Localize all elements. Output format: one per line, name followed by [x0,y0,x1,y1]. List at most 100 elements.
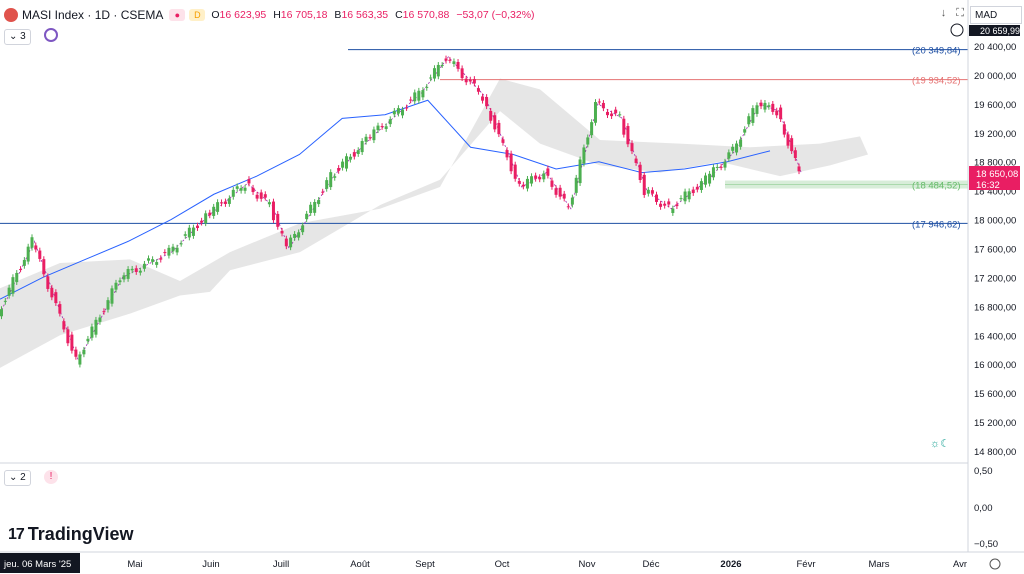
last-price-badge [969,166,1020,190]
symbol-title[interactable]: MASI Index · 1D · CSEMA [22,8,164,22]
candle-body [485,97,489,107]
price-tick-label: 20 000,00 [974,71,1016,82]
candle-body [126,269,130,279]
candle-body [348,156,352,160]
add-price-icon [950,23,964,37]
time-tick-label: Sept [415,559,435,570]
candle-body [731,146,735,151]
alert-icon[interactable]: ! [44,470,58,484]
candle-body [586,137,590,145]
candle-body [259,192,263,199]
candle-body [98,317,102,322]
currency-selector[interactable]: MAD [970,6,1022,24]
candle-body [590,122,594,136]
candle-body [409,99,413,101]
candle-body [501,139,505,143]
candle-body [578,159,582,184]
candle-body [384,126,388,129]
candle-body [659,203,663,207]
candle-body [3,300,7,302]
candle-body [691,189,695,194]
chart-legend: MASI Index · 1D · CSEMA ● D O16 623,95 H… [4,6,535,24]
sub-indicators-toggle[interactable]: ⌄ 2 [4,470,31,486]
candle-body [276,213,280,227]
candle-body [86,338,90,342]
level-label: (17 946,62) [912,219,961,230]
price-tick-label: 18 800,00 [974,158,1016,169]
candle-body [695,186,699,190]
candle-body [0,309,3,317]
candle-body [106,300,110,310]
candle-body [380,126,384,128]
candle-body [497,122,501,135]
level-zone [725,180,968,189]
candle-body [82,349,86,355]
candle-body [723,161,727,168]
price-tick-label: 19 200,00 [974,129,1016,140]
fullscreen-icon[interactable]: ⛶ [956,7,964,19]
level-label: (18 484,52) [912,181,961,192]
candle-body [793,150,797,158]
candle-body [191,227,195,236]
candle-body [212,206,216,216]
candle-body [42,259,46,275]
price-tick-label: 19 600,00 [974,100,1016,111]
price-tick-label: 18 400,00 [974,187,1016,198]
candle-body [289,237,293,248]
candle-body [517,180,521,184]
candle-body [376,125,380,131]
market-status-icon[interactable]: ● [169,9,186,21]
level-label: (19 934,52) [912,76,961,87]
candle-body [360,141,364,153]
candle-body [582,147,586,164]
candle-body [179,243,183,245]
candle-body [329,172,333,188]
candle-body [187,227,191,238]
candle-body [771,103,775,112]
weather-icon: ☼☾ [930,438,950,450]
candle-body [530,176,534,184]
level-label: (20 349,84) [912,46,961,57]
delay-icon[interactable]: D [189,9,206,21]
candle-body [364,136,368,142]
candle-body [663,203,667,206]
candle-body [675,204,679,207]
sub-pane-tick-label: −0,50 [974,539,998,550]
candle-body [280,230,284,234]
candle-body [574,177,578,193]
candle-body [763,102,767,110]
settings-icon[interactable] [989,558,1001,570]
main-indicators-toggle[interactable]: ⌄ 3 [4,29,31,45]
time-tick-label: Oct [495,559,510,570]
candle-body [171,246,175,252]
candle-body [341,161,345,168]
candle-body [392,110,396,115]
sync-icon[interactable] [44,28,58,42]
candle-body [70,334,74,351]
price-tick-label: 16 400,00 [974,331,1016,342]
price-tick-label: 17 200,00 [974,273,1016,284]
candle-body [456,61,460,69]
candle-body [102,311,106,313]
candle-body [562,193,566,199]
candle-body [163,252,167,254]
crosshair-price-label: 20 659,99 [980,26,1020,36]
candle-body [183,234,187,236]
candle-body [235,186,239,189]
arrow-down-icon[interactable]: ↓ [940,7,947,19]
crosshair-date-badge [0,553,80,573]
candle-body [142,263,146,269]
candle-body [216,202,220,212]
candle-body [26,246,30,262]
candle-body [417,90,421,101]
time-tick-label: 2026 [720,559,741,570]
candle-body [317,199,321,205]
candle-body [38,250,42,259]
candle-body [251,187,255,193]
candle-body [309,204,313,214]
candle-body [263,194,267,198]
candle-body [775,110,779,116]
candle-body [413,92,417,102]
candle-body [797,166,801,172]
